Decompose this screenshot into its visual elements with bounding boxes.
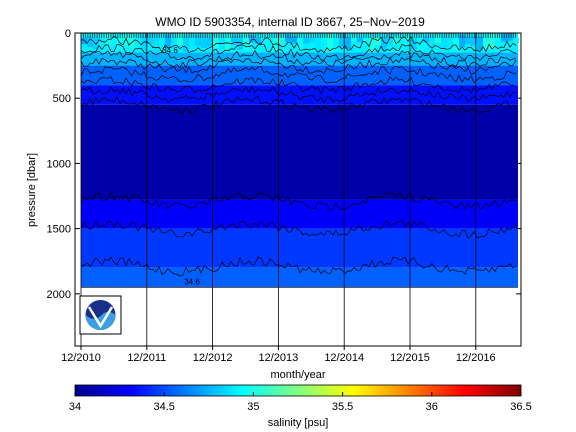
contour-lines [80, 36, 518, 288]
salinity-layer-5 [81, 199, 518, 229]
noaa-logo [79, 295, 122, 335]
surface-variability [81, 33, 519, 53]
contour-upper-7 [80, 95, 517, 114]
contour-upper-2 [80, 50, 517, 69]
y-tick-label: 1500 [47, 224, 71, 236]
contour-upper-0 [81, 36, 517, 54]
colorbar-tick-label: 34 [69, 401, 81, 413]
x-axis-label: month/year [270, 369, 325, 381]
colorbar-label: salinity [psu] [268, 417, 329, 429]
y-tick-label: 1000 [47, 158, 71, 170]
contour-labels: 34.6 34.6 [162, 46, 200, 287]
salinity-layer-4 [81, 104, 518, 200]
contour-label: 34.6 [162, 46, 178, 55]
colorbar-ticks: 34 34.5 35 35.5 36 36.5 [69, 392, 532, 413]
y-tick-label: 2000 [47, 289, 71, 301]
x-tick-label: 12/2016 [456, 352, 496, 364]
y-tick-label: 500 [53, 93, 71, 105]
contour-upper-1 [80, 43, 517, 61]
contour-deep-1 [80, 219, 517, 239]
salinity-layer-1 [81, 52, 518, 66]
x-tick-label: 12/2010 [61, 352, 101, 364]
salinity-layer-3 [81, 85, 518, 105]
contour-deep-2 [80, 256, 517, 277]
year-gridlines [80, 33, 477, 346]
colorbar-tick-label: 36.5 [510, 401, 531, 413]
contour-upper-5 [80, 75, 517, 95]
plot-frame [74, 32, 522, 347]
salinity-layer-7 [81, 267, 518, 288]
salinity-layers [81, 33, 518, 288]
colorbar-tick-label: 35 [247, 401, 259, 413]
plot-area [75, 33, 521, 346]
salinity-layer-6 [81, 228, 518, 268]
colorbar [74, 384, 522, 397]
contour-upper-6 [80, 85, 517, 104]
y-tick-label: 0 [65, 28, 71, 40]
contour-upper-3 [80, 56, 517, 75]
chart-title: WMO ID 5903354, internal ID 3667, 25−Nov… [155, 15, 425, 29]
x-tick-label: 12/2015 [390, 352, 430, 364]
contour-deep-0 [80, 192, 517, 211]
colorbar-tick-label: 35.5 [332, 401, 353, 413]
colorbar-tick-label: 34.5 [153, 401, 174, 413]
x-tick-label: 12/2013 [259, 352, 299, 364]
profile-ticks [80, 33, 517, 38]
x-tick-label: 12/2014 [324, 352, 364, 364]
contour-label: 34.6 [184, 278, 200, 287]
x-tick-label: 12/2011 [127, 352, 166, 364]
contour-upper-4 [80, 65, 517, 84]
y-axis: 0 500 1000 1500 2000 [47, 28, 521, 301]
x-axis: 12/2010 12/2011 12/2012 12/2013 12/2014 12/20… [61, 346, 496, 364]
x-tick-label: 12/2012 [193, 352, 233, 364]
y-axis-label: pressure [dbar] [26, 153, 38, 227]
colorbar-tick-label: 36 [426, 401, 438, 413]
